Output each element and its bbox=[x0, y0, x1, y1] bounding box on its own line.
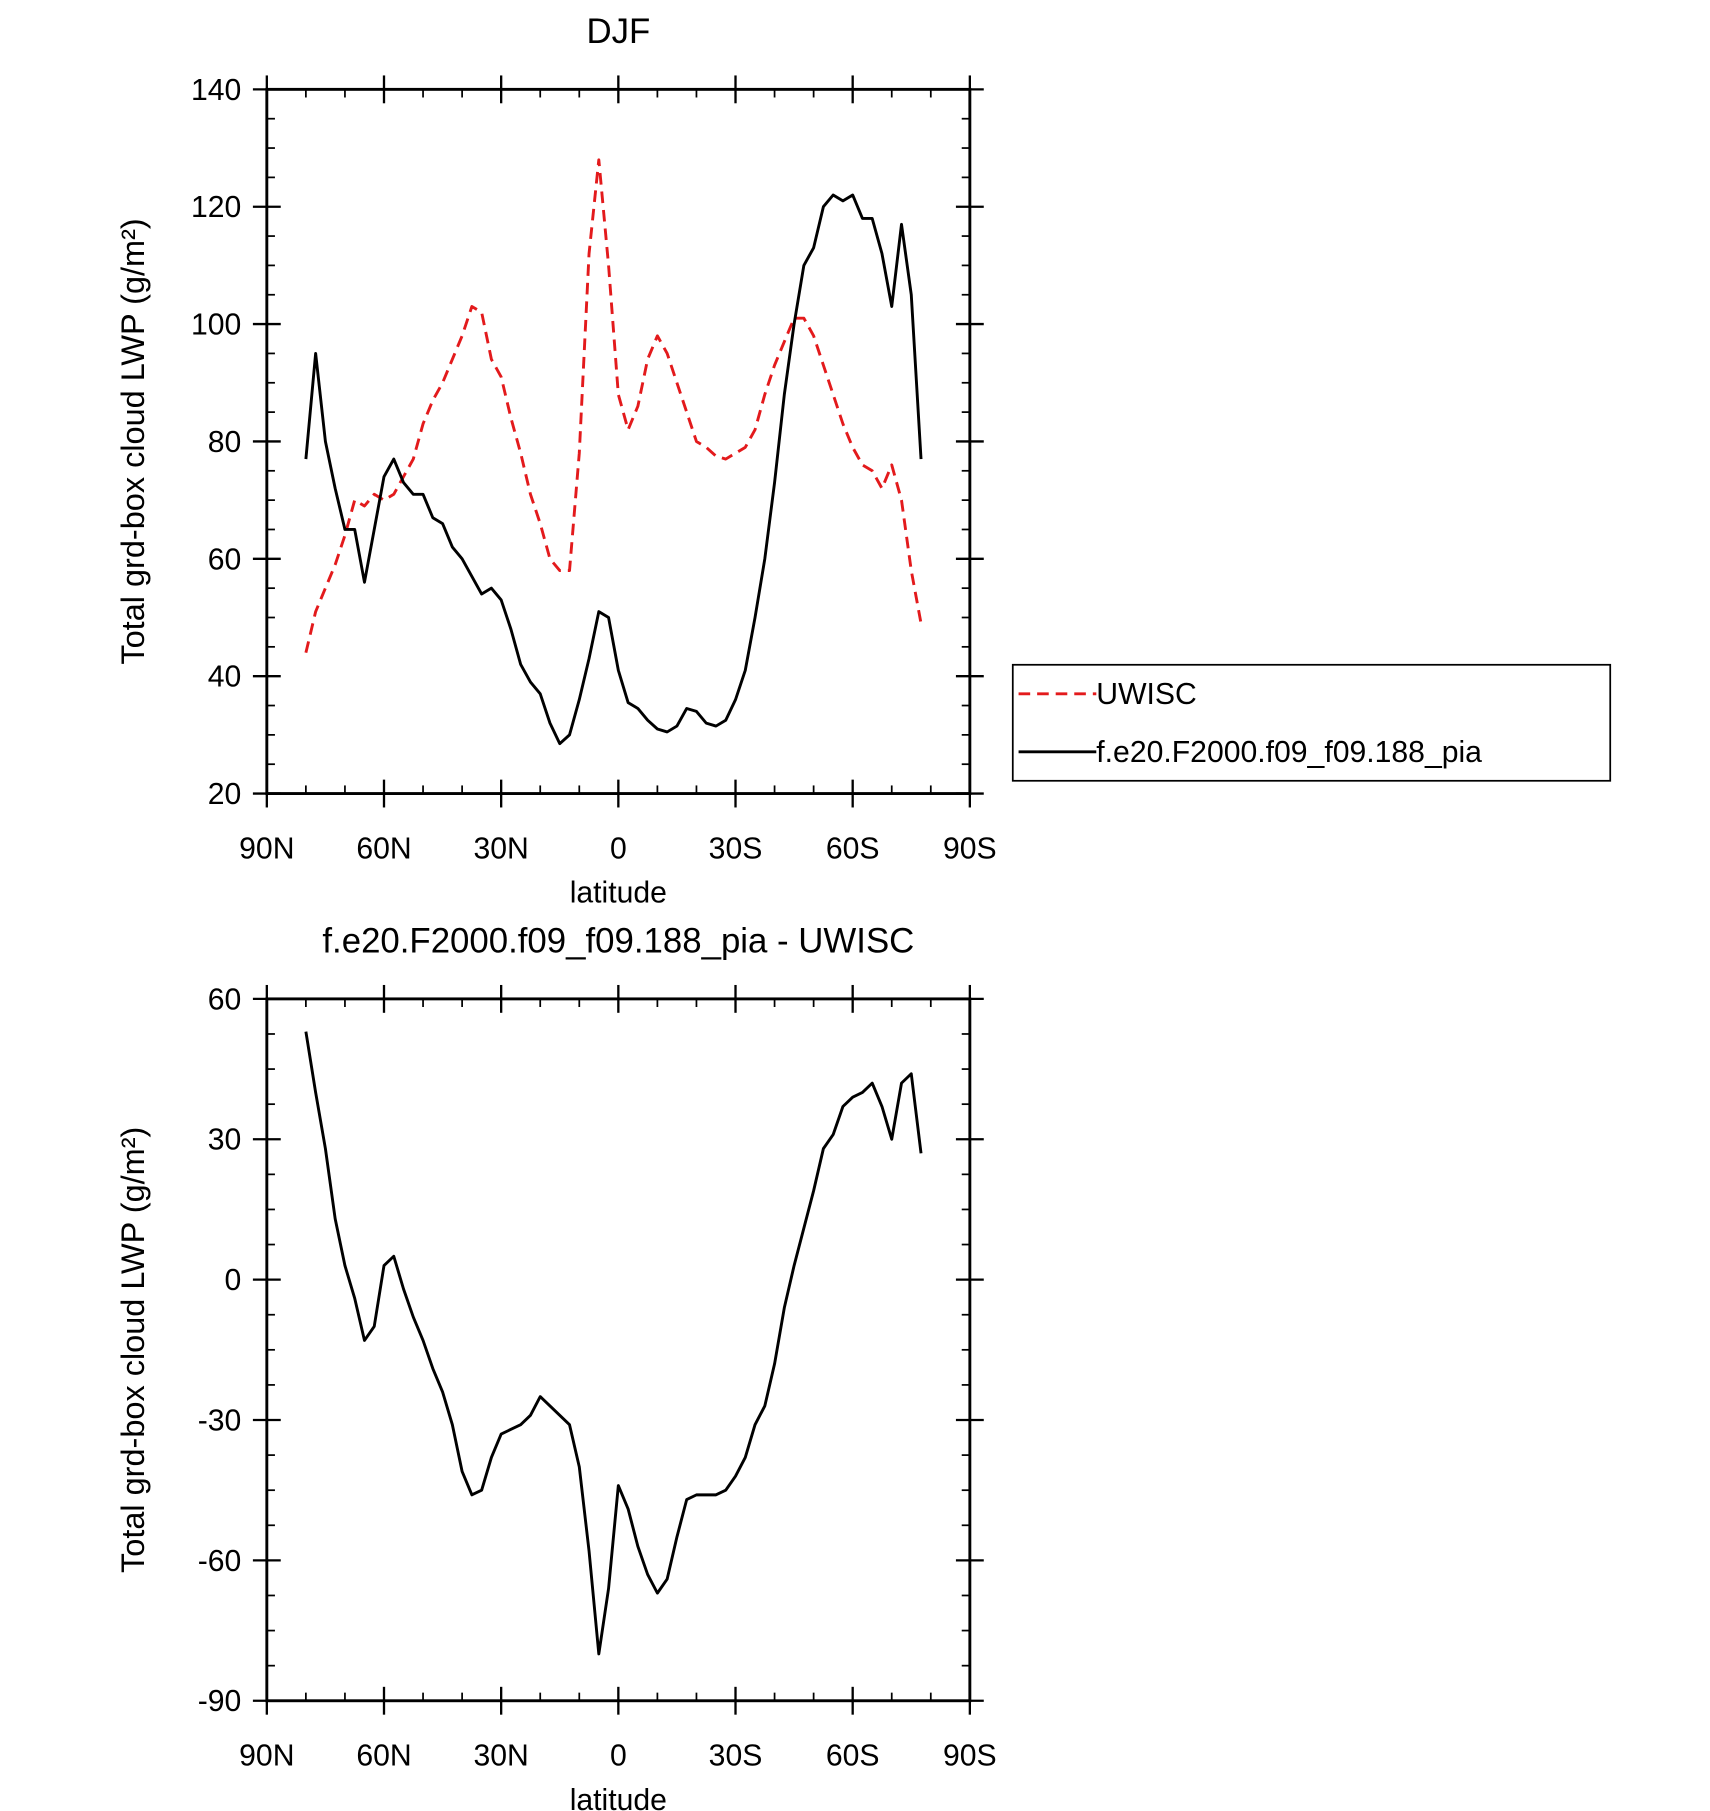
x-tick-label: 90S bbox=[943, 833, 997, 866]
y-tick-label: 20 bbox=[208, 778, 242, 811]
legend-label: UWISC bbox=[1096, 678, 1197, 711]
y-tick-label: 100 bbox=[191, 309, 241, 342]
data-line bbox=[304, 1031, 923, 1656]
y-axis-label: Total grd-box cloud LWP (g/m²) bbox=[115, 218, 151, 664]
y-tick-label: -60 bbox=[198, 1545, 242, 1578]
x-tick-label: 60N bbox=[356, 1740, 411, 1773]
x-tick-label: 30N bbox=[474, 1740, 529, 1773]
x-axis-label: latitude bbox=[570, 877, 667, 910]
y-tick-label: 60 bbox=[208, 543, 242, 576]
x-tick-label: 0 bbox=[610, 833, 627, 866]
x-tick-label: 30N bbox=[474, 833, 529, 866]
y-tick-label: 120 bbox=[191, 191, 241, 224]
legend: UWISC f.e20.F2000.f09_f09.188_pia bbox=[1011, 663, 1612, 782]
x-tick-label: 30S bbox=[709, 1740, 763, 1773]
chart-title: DJF bbox=[586, 12, 650, 51]
chart-title: f.e20.F2000.f09_f09.188_pia - UWISC bbox=[322, 921, 914, 960]
data-line bbox=[304, 193, 923, 746]
data-line bbox=[304, 158, 923, 654]
x-tick-label: 90N bbox=[239, 833, 294, 866]
y-tick-label: 140 bbox=[191, 74, 241, 107]
y-tick-label: 40 bbox=[208, 661, 242, 694]
y-tick-label: 30 bbox=[208, 1124, 242, 1157]
y-tick-label: 60 bbox=[208, 983, 242, 1016]
legend-label: f.e20.F2000.f09_f09.188_pia bbox=[1096, 736, 1482, 769]
x-tick-label: 60N bbox=[356, 833, 411, 866]
y-tick-label: -30 bbox=[198, 1404, 242, 1437]
x-tick-label: 60S bbox=[826, 1740, 880, 1773]
plot-frame bbox=[265, 997, 972, 1703]
x-tick-label: 30S bbox=[709, 833, 763, 866]
x-tick-label: 0 bbox=[610, 1740, 627, 1773]
legend-box bbox=[1011, 663, 1612, 782]
y-tick-label: 0 bbox=[225, 1264, 242, 1297]
x-tick-label: 90N bbox=[239, 1740, 294, 1773]
y-tick-label: 80 bbox=[208, 426, 242, 459]
y-tick-label: -90 bbox=[198, 1685, 242, 1718]
x-tick-label: 60S bbox=[826, 833, 880, 866]
x-tick-label: 90S bbox=[943, 1740, 997, 1773]
x-axis-label: latitude bbox=[570, 1784, 667, 1811]
y-axis-label: Total grd-box cloud LWP (g/m²) bbox=[115, 1127, 151, 1573]
plot-frame bbox=[265, 87, 972, 795]
